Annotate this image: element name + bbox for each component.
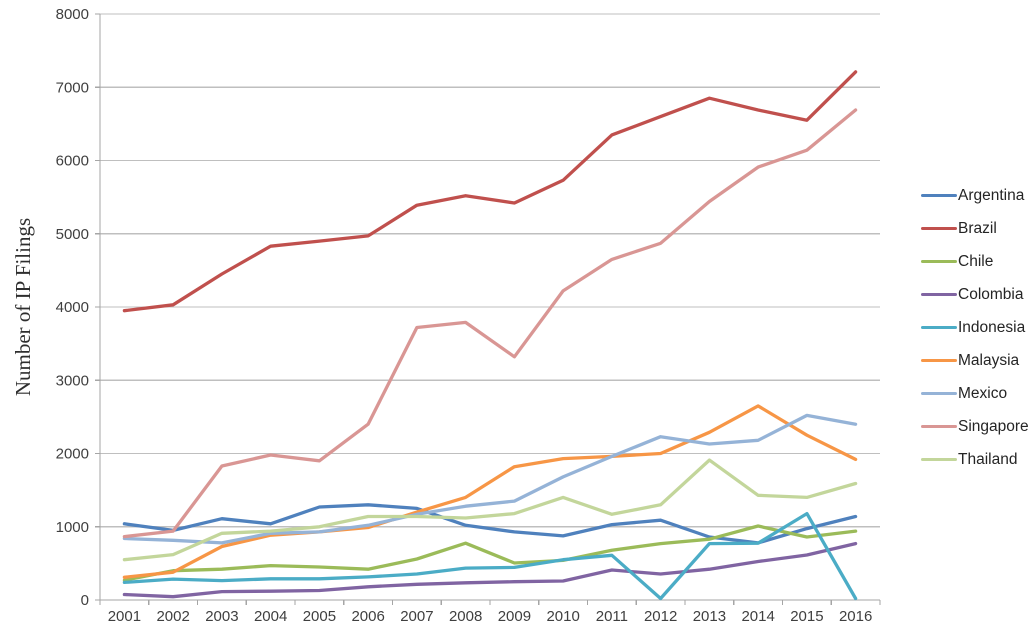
- legend-item-argentina: Argentina: [921, 186, 1029, 205]
- y-tick-label: 1000: [56, 519, 89, 536]
- x-tick-label: 2013: [693, 608, 726, 625]
- axes: [95, 13, 881, 605]
- x-tick-label: 2007: [400, 608, 433, 625]
- series-line-colombia: [122, 541, 858, 599]
- legend-item-chile: Chile: [921, 252, 1029, 271]
- y-axis-title: Number of IP Filings: [11, 218, 35, 396]
- legend-item-mexico: Mexico: [921, 384, 1029, 403]
- legend-line-swatch: [921, 424, 957, 429]
- legend-line-swatch: [921, 193, 957, 198]
- legend-item-brazil: Brazil: [921, 219, 1029, 238]
- x-tick-label: 2010: [546, 608, 579, 625]
- series-line-thailand: [122, 458, 858, 562]
- series-line-chile: [122, 524, 858, 582]
- y-axis-tick-labels: 0 1000 2000 3000 4000 5000 6000 7000 8000: [56, 6, 89, 609]
- legend-item-indonesia: Indonesia: [921, 318, 1029, 337]
- legend-label: Argentina: [958, 186, 1025, 204]
- legend-line-swatch: [921, 358, 957, 363]
- y-tick-label: 3000: [56, 372, 89, 389]
- legend-label: Indonesia: [958, 318, 1026, 336]
- legend-item-singapore: Singapore: [921, 417, 1029, 436]
- legend-line-swatch: [921, 457, 957, 462]
- legend-line-swatch: [921, 325, 957, 330]
- x-tick-label: 2009: [498, 608, 531, 625]
- gridlines: [100, 13, 880, 528]
- y-tick-label: 8000: [56, 6, 89, 23]
- legend-item-colombia: Colombia: [921, 285, 1029, 304]
- y-tick-label: 7000: [56, 79, 89, 96]
- series-line-argentina: [122, 503, 858, 545]
- legend-label: Malaysia: [958, 351, 1020, 369]
- legend-line-swatch: [921, 292, 957, 297]
- x-tick-label: 2016: [839, 608, 872, 625]
- legend-label: Colombia: [958, 285, 1024, 303]
- x-axis-tick-labels: 2001 2002 2003 2004 2005 2006 2007 2008 2009 2010…: [108, 608, 873, 625]
- legend-item-thailand: Thailand: [921, 450, 1029, 469]
- series-line-mexico: [122, 413, 858, 545]
- series-line-brazil: [122, 70, 858, 313]
- legend-label: Singapore: [958, 417, 1029, 435]
- x-tick-label: 2012: [644, 608, 677, 625]
- series-line-singapore: [122, 108, 858, 539]
- legend-label: Thailand: [958, 450, 1018, 468]
- legend-line-swatch: [921, 259, 957, 264]
- x-tick-label: 2015: [790, 608, 823, 625]
- x-tick-label: 2002: [156, 608, 189, 625]
- x-tick-label: 2008: [449, 608, 482, 625]
- y-tick-label: 5000: [56, 226, 89, 243]
- x-tick-label: 2005: [303, 608, 336, 625]
- y-tick-label: 2000: [56, 446, 89, 463]
- y-tick-label: 0: [81, 592, 89, 609]
- series-line-indonesia: [122, 511, 858, 601]
- legend-label: Mexico: [958, 384, 1008, 402]
- legend: Argentina Brazil Chile Colombia Indonesi…: [921, 186, 1029, 483]
- series-lines: [122, 70, 858, 601]
- legend-label: Brazil: [958, 219, 997, 237]
- x-tick-label: 2011: [596, 608, 628, 625]
- legend-line-swatch: [921, 391, 957, 396]
- x-tick-label: 2004: [254, 608, 287, 625]
- legend-label: Chile: [958, 252, 994, 270]
- legend-line-swatch: [921, 226, 957, 231]
- y-tick-label: 4000: [56, 299, 89, 316]
- x-tick-label: 2001: [108, 608, 141, 625]
- x-tick-label: 2014: [741, 608, 774, 625]
- x-tick-label: 2006: [351, 608, 384, 625]
- series-line-malaysia: [122, 404, 858, 579]
- legend-item-malaysia: Malaysia: [921, 351, 1029, 370]
- x-tick-label: 2003: [205, 608, 238, 625]
- y-tick-label: 6000: [56, 153, 89, 170]
